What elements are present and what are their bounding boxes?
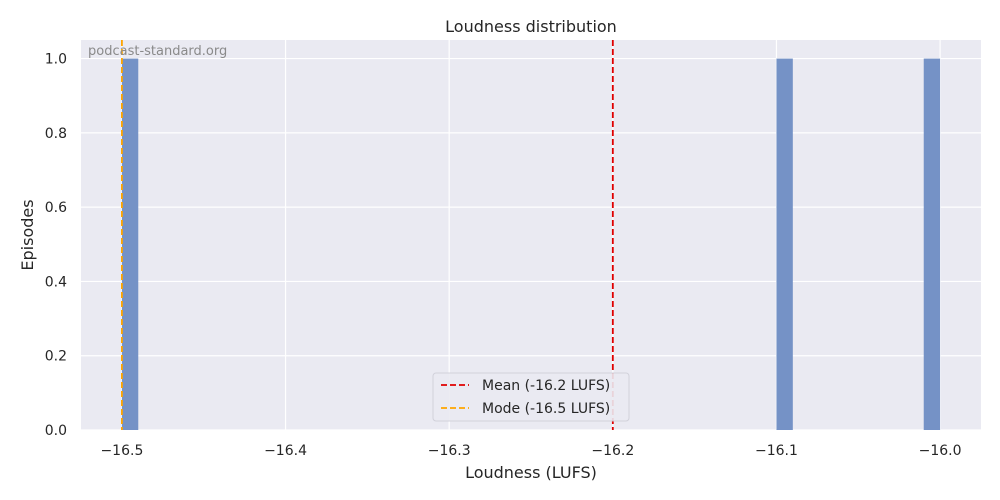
y-tick-label: 0.2 [45, 349, 67, 365]
histogram-bar [923, 58, 941, 430]
histogram-bar [121, 58, 139, 430]
legend: Mean (-16.2 LUFS) Mode (-16.5 LUFS) [432, 372, 630, 422]
chart-title: Loudness distribution [445, 17, 617, 36]
y-tick-label: 0.6 [45, 200, 67, 216]
x-tick-label: −16.5 [100, 443, 143, 459]
histogram-bar [776, 58, 793, 430]
y-tick-label: 0.4 [45, 274, 67, 290]
x-tick-label: −16.4 [264, 443, 307, 459]
y-axis-title: Episodes [18, 199, 37, 270]
y-tick-labels: 0.0 0.2 0.4 0.6 0.8 1.0 [45, 52, 67, 439]
reference-lines [121, 40, 614, 430]
legend-mode-label: Mode (-16.5 LUFS) [482, 401, 610, 417]
plot-background [81, 40, 981, 430]
legend-mean-label: Mean (-16.2 LUFS) [482, 378, 610, 394]
y-tick-label: 0.8 [45, 126, 67, 142]
y-tick-label: 1.0 [45, 52, 67, 68]
y-tick-label: 0.0 [45, 423, 67, 439]
x-tick-label: −16.0 [919, 443, 962, 459]
x-tick-label: −16.1 [755, 443, 798, 459]
x-tick-label: −16.3 [428, 443, 471, 459]
watermark-text: podcast-standard.org [88, 44, 227, 59]
legend-box [432, 372, 630, 422]
histogram-bars [121, 58, 941, 430]
x-tick-label: −16.2 [591, 443, 634, 459]
x-tick-labels: −16.5 −16.4 −16.3 −16.2 −16.1 −16.0 [100, 443, 961, 459]
x-axis-title: Loudness (LUFS) [465, 463, 597, 482]
